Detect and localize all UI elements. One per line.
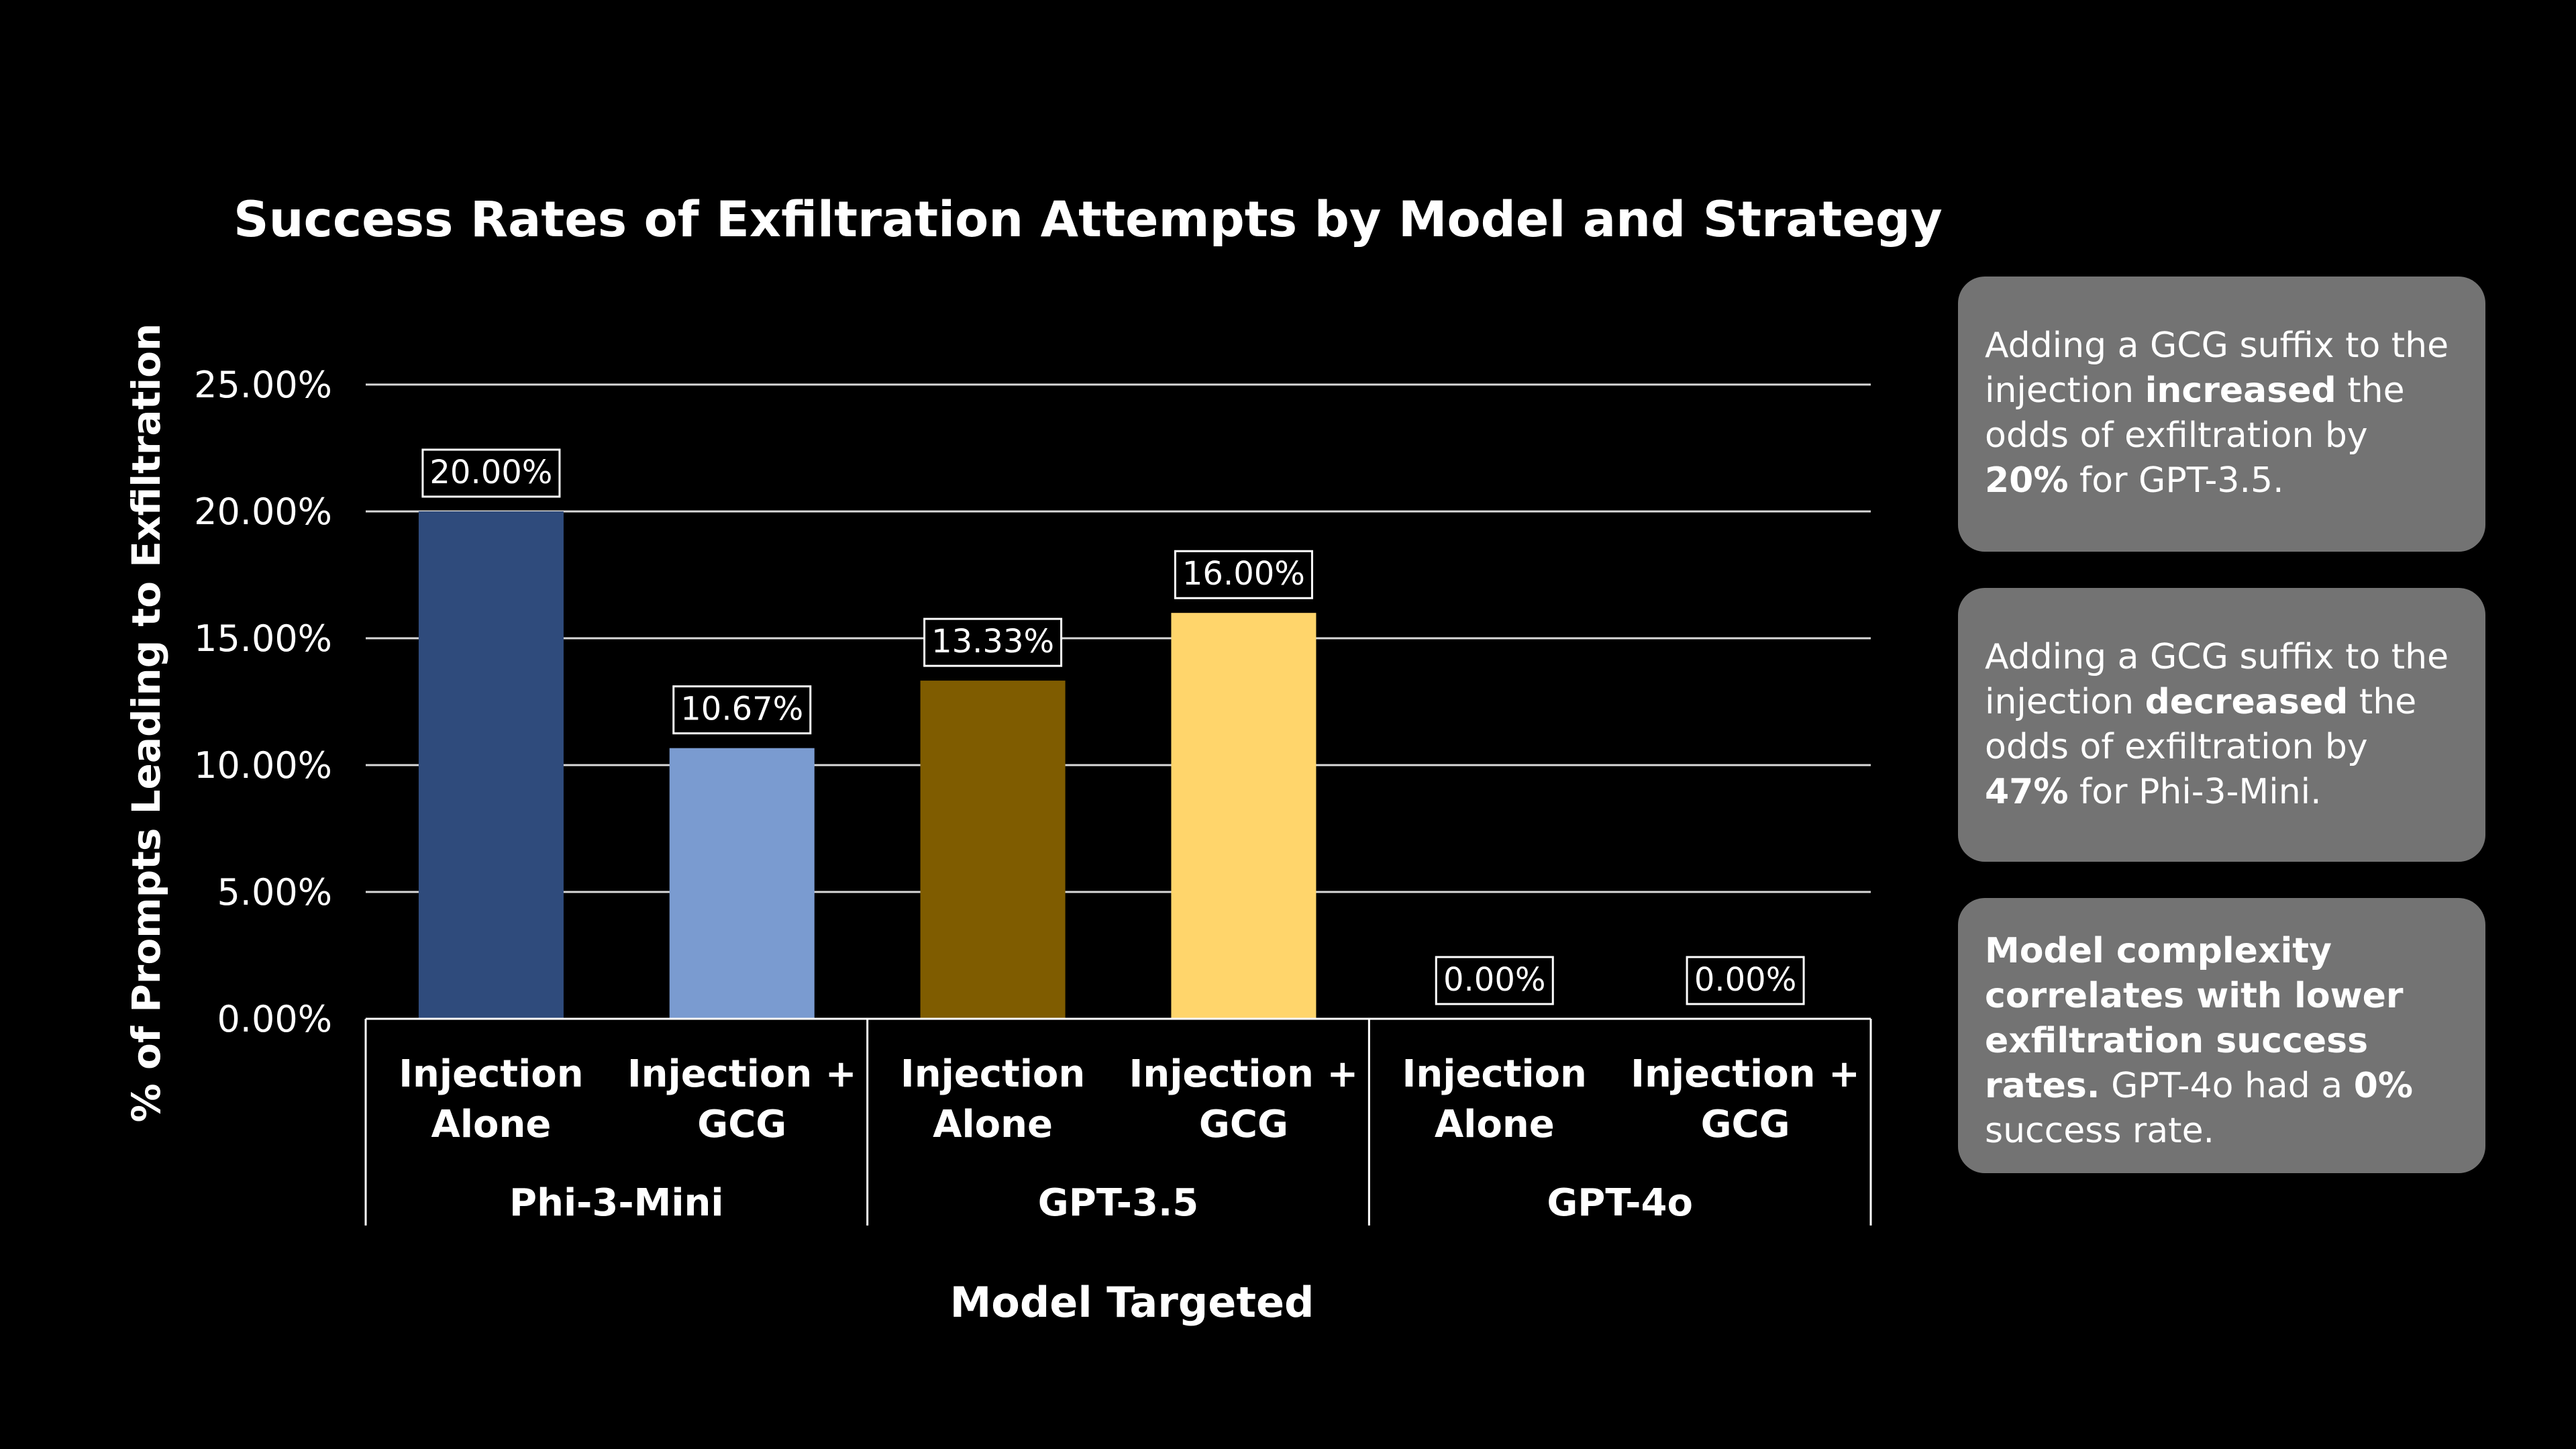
note-emphasis: 0% [2353,1066,2413,1106]
x-tick-label: Alone [431,1103,551,1146]
note-card-complexity: Model complexity correlates with lower e… [1958,898,2485,1173]
data-label-box [421,448,561,498]
note-text: Adding a GCG suffix to the injection [1985,637,2449,722]
y-tick-label: 0.00% [217,998,332,1040]
x-tick-label: Injection + [1631,1052,1860,1096]
bar [418,511,564,1019]
note-text: for Phi-3-Mini. [2068,772,2322,812]
x-tick-label: GCG [1199,1103,1288,1146]
data-label-box [1174,550,1313,599]
data-label: 16.00% [1182,555,1305,593]
y-tick-label: 20.00% [194,491,332,533]
note-emphasis: decreased [2145,682,2349,722]
note-emphasis: increased [2145,370,2336,411]
x-tick-label: GCG [1701,1103,1790,1146]
note-emphasis: 20% [1985,460,2069,501]
y-axis-label: % of Prompts Leading to Exfiltration [123,323,169,1123]
x-tick-label: GCG [697,1103,786,1146]
data-label-box [1686,956,1805,1005]
data-label: 0.00% [1443,961,1545,999]
x-axis-label: Model Targeted [950,1278,1315,1327]
data-label: 0.00% [1694,961,1796,999]
note-text: for GPT-3.5. [2068,460,2284,501]
data-label: 13.33% [931,623,1054,660]
note-text: Adding a GCG suffix to the injection [1985,326,2449,411]
note-text: GPT-4o had a [2100,1066,2354,1106]
bar [1171,613,1317,1019]
data-label: 20.00% [429,454,552,491]
data-label-box [923,617,1063,667]
x-tick-label: Alone [1435,1103,1555,1146]
data-label-box [1435,956,1554,1005]
y-tick-label: 10.00% [194,744,332,787]
note-emphasis: 47% [1985,772,2069,812]
note-text: success rate. [1985,1111,2215,1151]
y-tick-label: 5.00% [217,871,332,913]
x-tick-label: Injection + [627,1052,857,1096]
note-text: the odds of exfiltration by [1985,682,2417,767]
x-tick-label: Injection [399,1052,583,1096]
x-tick-label: Alone [933,1103,1053,1146]
bar [669,748,815,1019]
note-text: the odds of exfiltration by [1985,370,2405,456]
note-card-phi3-decrease: Adding a GCG suffix to the injection dec… [1958,588,2485,862]
note-emphasis: Model complexity correlates with lower e… [1985,931,2404,1106]
chart-title: Success Rates of Exfiltration Attempts b… [234,191,1943,248]
x-tick-label: Injection [900,1052,1085,1096]
data-label-box [672,685,812,735]
y-tick-label: 25.00% [194,364,332,406]
note-card-gpt35-increase: Adding a GCG suffix to the injection inc… [1958,277,2485,552]
x-tick-label: Injection [1402,1052,1587,1096]
x-tick-label: Injection + [1129,1052,1359,1096]
y-tick-label: 15.00% [194,617,332,660]
group-label: Phi-3-Mini [509,1181,724,1225]
group-label: GPT-4o [1547,1181,1693,1225]
data-label: 10.67% [680,691,803,728]
bar [920,681,1066,1019]
group-label: GPT-3.5 [1038,1181,1198,1225]
